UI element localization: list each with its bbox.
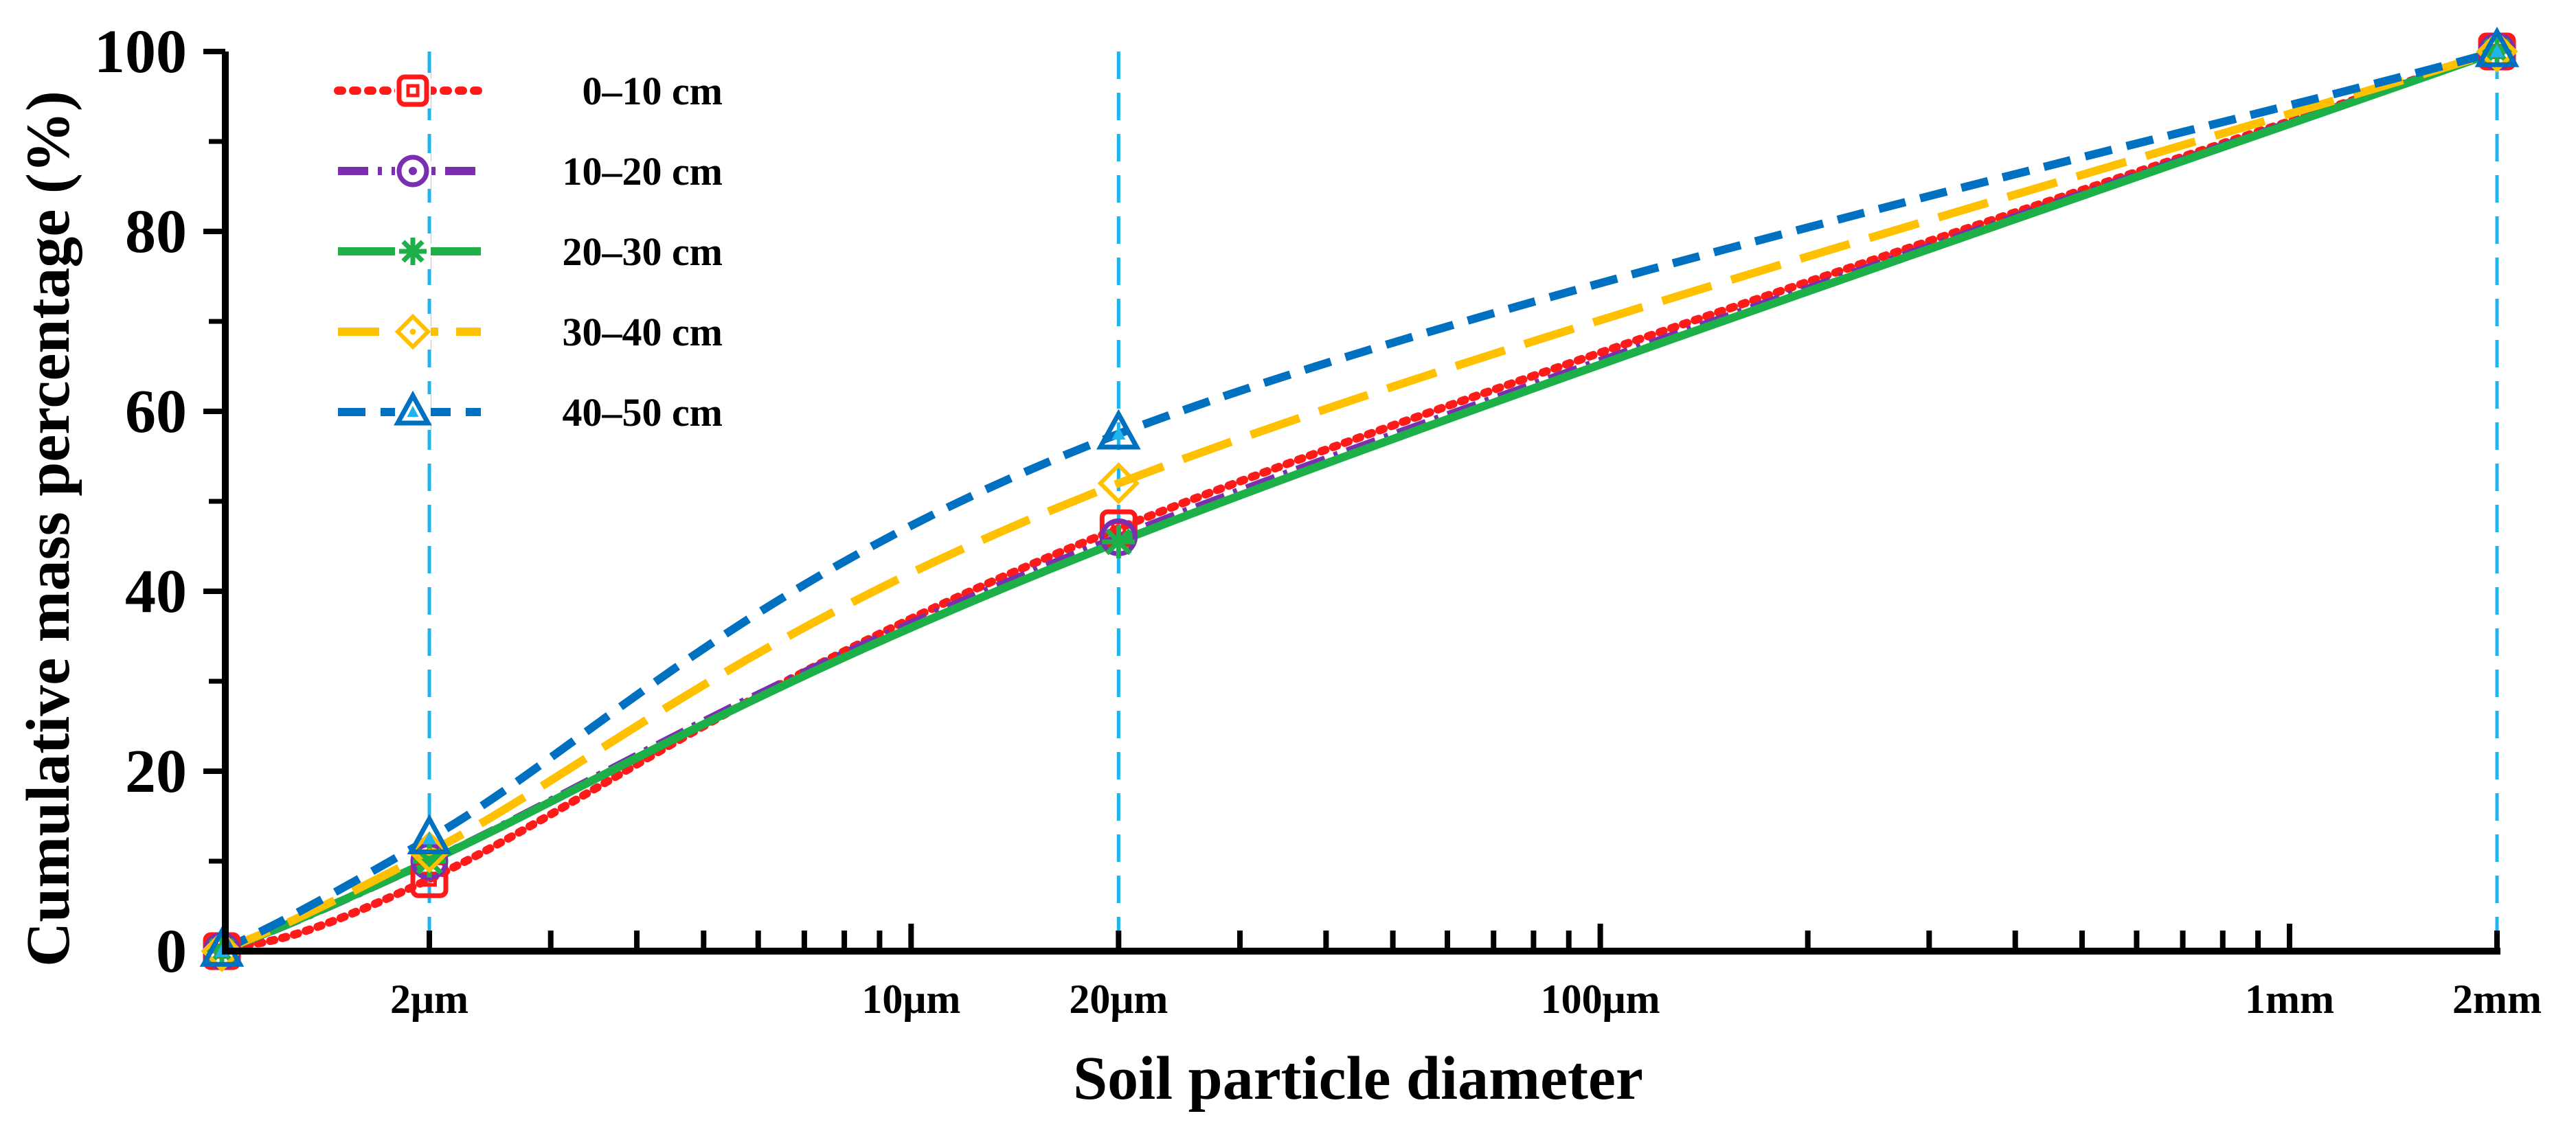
x-tick-label: 1mm — [2245, 977, 2334, 1022]
legend-item: 0–10 cm — [334, 69, 723, 113]
series-markers — [199, 26, 2520, 972]
marker-circle-dot — [409, 167, 417, 175]
legend: 0–10 cm 10–20 cm 20–30 cm 30–40 cm 40–50 cm — [334, 69, 723, 435]
x-tick-label: 100μm — [1541, 977, 1660, 1022]
marker-diamond — [201, 930, 243, 972]
series-lines — [218, 47, 2501, 955]
x-ticks: 2μm 10μm 20μm 100μm 1mm 2mm — [390, 924, 2542, 1022]
marker-diamond — [394, 313, 431, 350]
marker-circle — [396, 155, 429, 187]
marker-asterisk-stroke — [1105, 528, 1132, 556]
marker-triangle-inner — [2489, 44, 2505, 58]
y-tick-label: 0 — [156, 917, 187, 985]
legend-label: 40–50 cm — [562, 390, 723, 435]
series-20-30-cm-point — [1102, 525, 1136, 558]
series-40-50-cm-line — [220, 47, 2498, 955]
reference-lines — [427, 52, 2499, 951]
series-20-30-cm-line — [220, 47, 2499, 955]
legend-item: 40–50 cm — [338, 390, 723, 435]
legend-item: 20–30 cm — [338, 229, 723, 274]
marker-triangle — [2474, 26, 2520, 67]
legend-label: 30–40 cm — [562, 310, 723, 354]
marker-diamond — [2476, 30, 2518, 73]
marker-triangle-inner — [407, 406, 419, 417]
marker-diamond — [408, 831, 451, 874]
marker-diamond-dot — [1115, 479, 1122, 488]
series-40-50-cm-point — [1096, 409, 1141, 450]
legend-item: 10–20 cm — [338, 149, 723, 194]
y-tick-label: 60 — [125, 378, 187, 446]
marker-diamond — [1097, 462, 1140, 505]
x-tick-label: 20μm — [1069, 977, 1168, 1022]
marker-diamond-dot — [409, 328, 416, 335]
marker-triangle-inner — [422, 831, 437, 845]
marker-triangle — [1096, 409, 1141, 450]
marker-asterisk-stroke — [401, 240, 425, 263]
x-tick-label: 2μm — [390, 977, 468, 1022]
y-axis-title: Cumulative mass percentage (%) — [14, 91, 82, 967]
y-tick-label: 80 — [125, 198, 187, 266]
x-tick-label: 2mm — [2452, 977, 2542, 1022]
marker-square — [396, 74, 429, 107]
y-tick-label: 100 — [94, 18, 187, 86]
legend-label: 0–10 cm — [582, 69, 723, 113]
series-40-50-cm-point — [407, 814, 452, 854]
series-30-40-cm-line — [220, 47, 2498, 955]
marker-triangle-inner — [1111, 426, 1126, 440]
x-tick-label: 10μm — [861, 977, 960, 1022]
series-30-40-cm-point — [1097, 462, 1140, 505]
y-ticks: 0 20 40 60 80 100 — [94, 18, 225, 985]
marker-square-inner — [406, 84, 420, 98]
marker-triangle — [407, 814, 452, 854]
y-tick-label: 40 — [125, 558, 187, 626]
x-axis-title: Soil particle diameter — [1073, 1045, 1643, 1113]
legend-item: 30–40 cm — [338, 310, 723, 354]
legend-label: 10–20 cm — [562, 149, 723, 194]
marker-triangle — [394, 390, 432, 426]
y-tick-label: 20 — [125, 738, 187, 806]
series-40-50-cm-point — [2474, 26, 2520, 67]
legend-label: 20–30 cm — [562, 229, 723, 274]
